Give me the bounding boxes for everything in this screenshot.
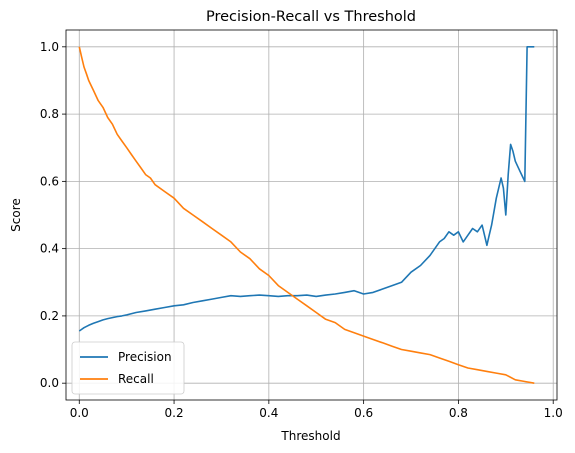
y-tick-label: 0.4 (40, 242, 59, 256)
y-tick-label: 0.6 (40, 174, 59, 188)
legend-label: Precision (118, 350, 172, 364)
y-tick-label: 0.0 (40, 376, 59, 390)
x-tick-label: 0.0 (70, 406, 89, 420)
legend: Precision Recall (71, 341, 185, 395)
x-tick-label: 1.0 (544, 406, 563, 420)
series-line-recall (78, 46, 535, 384)
y-tick-label: 0.2 (40, 309, 59, 323)
axes-frame (65, 29, 558, 401)
y-axis-label: Score (9, 198, 23, 232)
x-tick-label: 0.6 (354, 406, 373, 420)
series-group (78, 45, 535, 384)
chart-title: Precision-Recall vs Threshold (206, 9, 416, 25)
y-axis-ticks: 0.0 0.2 0.4 0.6 0.8 1.0 (40, 40, 66, 390)
x-tick-label: 0.4 (259, 406, 278, 420)
x-axis-label: Threshold (280, 429, 340, 443)
x-tick-label: 0.8 (449, 406, 468, 420)
x-axis-ticks: 0.0 0.2 0.4 0.6 0.8 1.0 (70, 400, 563, 420)
y-tick-label: 0.8 (40, 107, 59, 121)
y-tick-label: 1.0 (40, 40, 59, 54)
legend-box (71, 341, 185, 395)
legend-label: Recall (118, 372, 154, 386)
series-line-precision (78, 45, 535, 332)
x-tick-label: 0.2 (165, 406, 184, 420)
